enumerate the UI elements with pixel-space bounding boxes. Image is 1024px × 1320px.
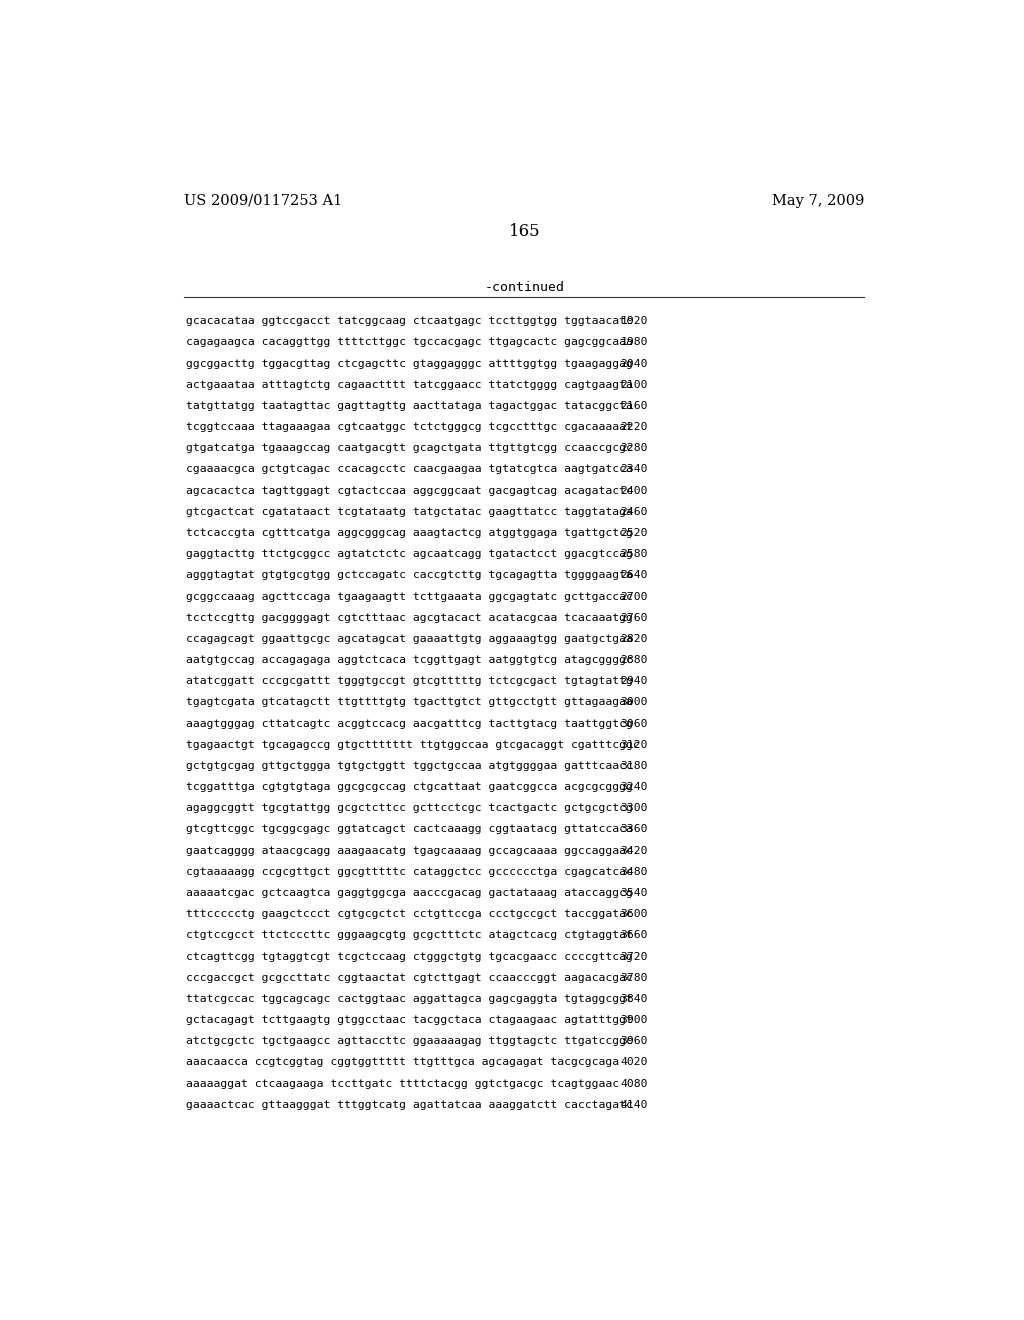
Text: aaaaaggat ctcaagaaga tccttgatc ttttctacgg ggtctgacgc tcagtggaac: aaaaaggat ctcaagaaga tccttgatc ttttctacg… xyxy=(186,1078,620,1089)
Text: May 7, 2009: May 7, 2009 xyxy=(772,194,864,207)
Text: 2640: 2640 xyxy=(621,570,647,581)
Text: tctcaccgta cgtttcatga aggcgggcag aaagtactcg atggtggaga tgattgctcg: tctcaccgta cgtttcatga aggcgggcag aaagtac… xyxy=(186,528,633,539)
Text: gcacacataa ggtccgacct tatcggcaag ctcaatgagc tccttggtgg tggtaacatc: gcacacataa ggtccgacct tatcggcaag ctcaatg… xyxy=(186,317,633,326)
Text: tatgttatgg taatagttac gagttagttg aacttataga tagactggac tatacggcta: tatgttatgg taatagttac gagttagttg aacttat… xyxy=(186,401,633,411)
Text: aatgtgccag accagagaga aggtctcaca tcggttgagt aatggtgtcg atagcggggc: aatgtgccag accagagaga aggtctcaca tcggttg… xyxy=(186,655,633,665)
Text: gtcgactcat cgatataact tcgtataatg tatgctatac gaagttatcc taggtataga: gtcgactcat cgatataact tcgtataatg tatgcta… xyxy=(186,507,633,517)
Text: 3480: 3480 xyxy=(621,867,647,876)
Text: 3000: 3000 xyxy=(621,697,647,708)
Text: agaggcggtt tgcgtattgg gcgctcttcc gcttcctcgc tcactgactc gctgcgctcg: agaggcggtt tgcgtattgg gcgctcttcc gcttcct… xyxy=(186,804,633,813)
Text: 4140: 4140 xyxy=(621,1100,647,1110)
Text: 4080: 4080 xyxy=(621,1078,647,1089)
Text: atctgcgctc tgctgaagcc agttaccttc ggaaaaagag ttggtagctc ttgatccggc: atctgcgctc tgctgaagcc agttaccttc ggaaaaa… xyxy=(186,1036,633,1047)
Text: gcggccaaag agcttccaga tgaagaagtt tcttgaaata ggcgagtatc gcttgaccac: gcggccaaag agcttccaga tgaagaagtt tcttgaa… xyxy=(186,591,633,602)
Text: 3900: 3900 xyxy=(621,1015,647,1026)
Text: 2040: 2040 xyxy=(621,359,647,368)
Text: 2880: 2880 xyxy=(621,655,647,665)
Text: 1920: 1920 xyxy=(621,317,647,326)
Text: US 2009/0117253 A1: US 2009/0117253 A1 xyxy=(183,194,342,207)
Text: 3660: 3660 xyxy=(621,931,647,940)
Text: 2220: 2220 xyxy=(621,422,647,432)
Text: cgaaaacgca gctgtcagac ccacagcctc caacgaagaa tgtatcgtca aagtgatcca: cgaaaacgca gctgtcagac ccacagcctc caacgaa… xyxy=(186,465,633,474)
Text: tcggtccaaa ttagaaagaa cgtcaatggc tctctgggcg tcgcctttgc cgacaaaaat: tcggtccaaa ttagaaagaa cgtcaatggc tctctgg… xyxy=(186,422,633,432)
Text: 3960: 3960 xyxy=(621,1036,647,1047)
Text: 3120: 3120 xyxy=(621,739,647,750)
Text: 2520: 2520 xyxy=(621,528,647,539)
Text: agcacactca tagttggagt cgtactccaa aggcggcaat gacgagtcag acagatactc: agcacactca tagttggagt cgtactccaa aggcggc… xyxy=(186,486,633,495)
Text: 3840: 3840 xyxy=(621,994,647,1003)
Text: 2580: 2580 xyxy=(621,549,647,560)
Text: tttccccctg gaagctccct cgtgcgctct cctgttccga ccctgccgct taccggatac: tttccccctg gaagctccct cgtgcgctct cctgttc… xyxy=(186,909,633,919)
Text: 2700: 2700 xyxy=(621,591,647,602)
Text: 2340: 2340 xyxy=(621,465,647,474)
Text: cagagaagca cacaggttgg ttttcttggc tgccacgagc ttgagcactc gagcggcaaa: cagagaagca cacaggttgg ttttcttggc tgccacg… xyxy=(186,338,633,347)
Text: 3720: 3720 xyxy=(621,952,647,961)
Text: 165: 165 xyxy=(509,223,541,240)
Text: 3420: 3420 xyxy=(621,846,647,855)
Text: 4020: 4020 xyxy=(621,1057,647,1068)
Text: 3360: 3360 xyxy=(621,825,647,834)
Text: aaaaatcgac gctcaagtca gaggtggcga aacccgacag gactataaag ataccaggcg: aaaaatcgac gctcaagtca gaggtggcga aacccga… xyxy=(186,888,633,898)
Text: ggcggacttg tggacgttag ctcgagcttc gtaggagggc attttggtgg tgaagaggag: ggcggacttg tggacgttag ctcgagcttc gtaggag… xyxy=(186,359,633,368)
Text: aaagtgggag cttatcagtc acggtccacg aacgatttcg tacttgtacg taattggtcg: aaagtgggag cttatcagtc acggtccacg aacgatt… xyxy=(186,718,633,729)
Text: 3240: 3240 xyxy=(621,781,647,792)
Text: agggtagtat gtgtgcgtgg gctccagatc caccgtcttg tgcagagtta tggggaagta: agggtagtat gtgtgcgtgg gctccagatc caccgtc… xyxy=(186,570,633,581)
Text: gctgtgcgag gttgctggga tgtgctggtt tggctgccaa atgtggggaa gatttcaacc: gctgtgcgag gttgctggga tgtgctggtt tggctgc… xyxy=(186,760,633,771)
Text: 2940: 2940 xyxy=(621,676,647,686)
Text: ctgtccgcct ttctcccttc gggaagcgtg gcgctttctc atagctcacg ctgtaggtat: ctgtccgcct ttctcccttc gggaagcgtg gcgcttt… xyxy=(186,931,633,940)
Text: 3600: 3600 xyxy=(621,909,647,919)
Text: cccgaccgct gcgccttatc cggtaactat cgtcttgagt ccaacccggt aagacacgac: cccgaccgct gcgccttatc cggtaactat cgtcttg… xyxy=(186,973,633,982)
Text: 2760: 2760 xyxy=(621,612,647,623)
Text: gaatcagggg ataacgcagg aaagaacatg tgagcaaaag gccagcaaaa ggccaggaac: gaatcagggg ataacgcagg aaagaacatg tgagcaa… xyxy=(186,846,633,855)
Text: ttatcgccac tggcagcagc cactggtaac aggattagca gagcgaggta tgtaggcggt: ttatcgccac tggcagcagc cactggtaac aggatta… xyxy=(186,994,633,1003)
Text: 1980: 1980 xyxy=(621,338,647,347)
Text: cgtaaaaagg ccgcgttgct ggcgtttttc cataggctcc gcccccctga cgagcatcac: cgtaaaaagg ccgcgttgct ggcgtttttc cataggc… xyxy=(186,867,633,876)
Text: gctacagagt tcttgaagtg gtggcctaac tacggctaca ctagaagaac agtatttggt: gctacagagt tcttgaagtg gtggcctaac tacggct… xyxy=(186,1015,633,1026)
Text: aaacaacca ccgtcggtag cggtggttttt ttgtttgca agcagagat tacgcgcaga: aaacaacca ccgtcggtag cggtggttttt ttgtttg… xyxy=(186,1057,620,1068)
Text: gtgatcatga tgaaagccag caatgacgtt gcagctgata ttgttgtcgg ccaaccgcgc: gtgatcatga tgaaagccag caatgacgtt gcagctg… xyxy=(186,444,633,453)
Text: ccagagcagt ggaattgcgc agcatagcat gaaaattgtg aggaaagtgg gaatgctgaa: ccagagcagt ggaattgcgc agcatagcat gaaaatt… xyxy=(186,634,633,644)
Text: 3180: 3180 xyxy=(621,760,647,771)
Text: ctcagttcgg tgtaggtcgt tcgctccaag ctgggctgtg tgcacgaacc ccccgttcag: ctcagttcgg tgtaggtcgt tcgctccaag ctgggct… xyxy=(186,952,633,961)
Text: 2820: 2820 xyxy=(621,634,647,644)
Text: -continued: -continued xyxy=(484,281,565,294)
Text: tgagtcgata gtcatagctt ttgttttgtg tgacttgtct gttgcctgtt gttagaagaa: tgagtcgata gtcatagctt ttgttttgtg tgacttg… xyxy=(186,697,633,708)
Text: 2100: 2100 xyxy=(621,380,647,389)
Text: 2160: 2160 xyxy=(621,401,647,411)
Text: gaggtacttg ttctgcggcc agtatctctc agcaatcagg tgatactcct ggacgtccag: gaggtacttg ttctgcggcc agtatctctc agcaatc… xyxy=(186,549,633,560)
Text: 3780: 3780 xyxy=(621,973,647,982)
Text: 2280: 2280 xyxy=(621,444,647,453)
Text: 2460: 2460 xyxy=(621,507,647,517)
Text: 2400: 2400 xyxy=(621,486,647,495)
Text: tcggatttga cgtgtgtaga ggcgcgccag ctgcattaat gaatcggcca acgcgcgggg: tcggatttga cgtgtgtaga ggcgcgccag ctgcatt… xyxy=(186,781,633,792)
Text: actgaaataa atttagtctg cagaactttt tatcggaacc ttatctgggg cagtgaagta: actgaaataa atttagtctg cagaactttt tatcgga… xyxy=(186,380,633,389)
Text: atatcggatt cccgcgattt tgggtgccgt gtcgtttttg tctcgcgact tgtagtattg: atatcggatt cccgcgattt tgggtgccgt gtcgttt… xyxy=(186,676,633,686)
Text: tcctccgttg gacggggagt cgtctttaac agcgtacact acatacgcaa tcacaaatgg: tcctccgttg gacggggagt cgtctttaac agcgtac… xyxy=(186,612,633,623)
Text: 3540: 3540 xyxy=(621,888,647,898)
Text: gaaaactcac gttaagggat tttggtcatg agattatcaa aaaggatctt cacctagatc: gaaaactcac gttaagggat tttggtcatg agattat… xyxy=(186,1100,633,1110)
Text: 3060: 3060 xyxy=(621,718,647,729)
Text: 3300: 3300 xyxy=(621,804,647,813)
Text: gtcgttcggc tgcggcgagc ggtatcagct cactcaaagg cggtaatacg gttatccaca: gtcgttcggc tgcggcgagc ggtatcagct cactcaa… xyxy=(186,825,633,834)
Text: tgagaactgt tgcagagccg gtgcttttttt ttgtggccaa gtcgacaggt cgatttcggc: tgagaactgt tgcagagccg gtgcttttttt ttgtgg… xyxy=(186,739,640,750)
